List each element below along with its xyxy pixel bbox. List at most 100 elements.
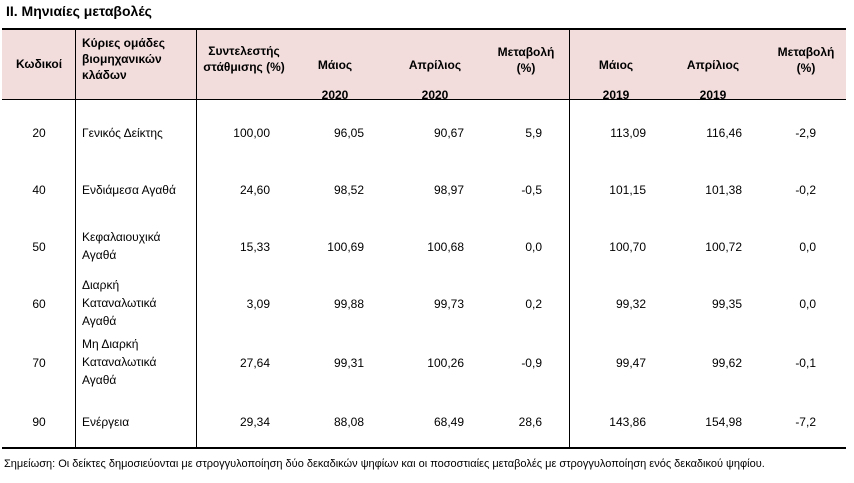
cell-code: 20 xyxy=(32,126,46,140)
column-divider xyxy=(569,29,570,448)
header-code: Κωδικοί xyxy=(15,57,63,71)
cell-apr-2019: 99,35 xyxy=(711,297,742,311)
cell-change-2020: 28,6 xyxy=(518,415,542,429)
cell-apr-2019: 99,62 xyxy=(711,356,742,370)
header-line: Μάιος xyxy=(598,58,634,72)
cell-apr-2020: 90,67 xyxy=(433,126,464,140)
cell-code: 90 xyxy=(32,415,46,429)
cell-code: 40 xyxy=(32,183,46,197)
cell-may-2020: 88,08 xyxy=(333,415,364,429)
header-line: Μάιος xyxy=(317,58,353,72)
header-line: 2020 xyxy=(321,88,349,102)
header-may-2020: Μάιος 2020 xyxy=(303,50,367,110)
cell-apr-2020: 68,49 xyxy=(433,415,464,429)
cell-group-name: Γενικός Δείκτης xyxy=(82,124,194,142)
cell-group-line: Ενέργεια xyxy=(82,415,130,429)
cell-change-2019: -2,9 xyxy=(795,126,816,140)
table-title: ΙΙ. Μηνιαίες μεταβολές xyxy=(6,3,152,19)
header-may-2019: Μάιος 2019 xyxy=(584,50,648,110)
cell-change-2020: -0,9 xyxy=(521,356,542,370)
table-top-rule xyxy=(2,28,846,30)
header-line: 2019 xyxy=(699,88,727,102)
cell-change-2020: 0,2 xyxy=(525,297,542,311)
cell-may-2019: 113,09 xyxy=(610,126,646,140)
cell-group-line: Αγαθά xyxy=(82,248,117,262)
column-divider xyxy=(75,29,76,448)
header-line: Μεταβολή xyxy=(497,45,555,59)
cell-change-2019: -0,2 xyxy=(795,183,816,197)
header-weight: Συντελεστής στάθμισης (%) xyxy=(198,43,290,75)
cell-apr-2020: 99,73 xyxy=(433,297,464,311)
cell-may-2019: 143,86 xyxy=(609,415,646,429)
cell-change-2020: 0,0 xyxy=(525,240,542,254)
table-header-rule xyxy=(2,99,846,100)
cell-code: 70 xyxy=(32,356,46,370)
cell-apr-2019: 101,38 xyxy=(705,183,742,197)
cell-group-line: Γενικός Δείκτης xyxy=(82,126,163,140)
cell-weight: 29,34 xyxy=(239,415,270,429)
cell-may-2020: 100,69 xyxy=(327,240,364,254)
table-header-background xyxy=(2,29,846,99)
cell-change-2020: -0,5 xyxy=(521,183,542,197)
header-line: (%) xyxy=(516,61,536,75)
cell-apr-2020: 98,97 xyxy=(433,183,464,197)
cell-change-2019: -7,2 xyxy=(795,415,816,429)
header-line: (%) xyxy=(796,61,816,75)
header-group-line: βιομηχανικών xyxy=(82,52,162,66)
cell-may-2019: 101,15 xyxy=(609,183,646,197)
header-line: 2020 xyxy=(421,88,449,102)
cell-apr-2020: 100,68 xyxy=(427,240,464,254)
header-line: Απρίλιος xyxy=(408,58,462,72)
header-change-2020: Μεταβολή (%) xyxy=(490,44,562,76)
cell-weight: 24,60 xyxy=(239,183,270,197)
cell-may-2020: 99,88 xyxy=(333,297,364,311)
cell-may-2020: 96,05 xyxy=(333,126,364,140)
cell-weight: 3,09 xyxy=(246,297,270,311)
cell-group-name: Ενδιάμεσα Αγαθά xyxy=(82,181,194,199)
header-weight-line: στάθμισης (%) xyxy=(203,60,285,74)
cell-may-2020: 98,52 xyxy=(333,183,364,197)
header-group-line: κλάδων xyxy=(82,68,127,82)
cell-code: 60 xyxy=(32,297,46,311)
cell-may-2019: 99,32 xyxy=(615,297,646,311)
cell-group-line: Ενδιάμεσα Αγαθά xyxy=(82,183,176,197)
cell-apr-2020: 100,26 xyxy=(427,356,464,370)
header-group: Κύριες ομάδες βιομηχανικών κλάδων xyxy=(82,35,194,83)
cell-group-line: Καταναλωτικά xyxy=(82,296,157,310)
cell-group-line: Αγαθά xyxy=(82,373,117,387)
header-change-2019: Μεταβολή (%) xyxy=(768,44,844,76)
table-bottom-rule xyxy=(2,447,846,449)
cell-weight: 15,33 xyxy=(239,240,270,254)
cell-group-name: Ενέργεια xyxy=(82,413,194,431)
cell-change-2019: 0,0 xyxy=(799,240,816,254)
cell-apr-2019: 154,98 xyxy=(705,415,742,429)
column-divider xyxy=(196,29,197,448)
cell-may-2020: 99,31 xyxy=(333,356,364,370)
cell-group-line: Κεφαλαιουχικά xyxy=(82,230,161,244)
cell-group-name: Μη Διαρκή Καταναλωτικά Αγαθά xyxy=(82,335,194,389)
header-line: Απρίλιος xyxy=(686,58,740,72)
cell-change-2019: -0,1 xyxy=(795,356,816,370)
cell-weight: 27,64 xyxy=(239,356,270,370)
cell-may-2019: 100,70 xyxy=(609,240,646,254)
cell-group-name: Διαρκή Καταναλωτικά Αγαθά xyxy=(82,276,194,330)
cell-apr-2019: 100,72 xyxy=(705,240,742,254)
cell-code: 50 xyxy=(32,240,46,254)
cell-group-line: Μη Διαρκή xyxy=(82,337,139,351)
cell-group-line: Αγαθά xyxy=(82,314,117,328)
cell-weight: 100,00 xyxy=(233,126,270,140)
cell-group-line: Καταναλωτικά xyxy=(82,355,157,369)
header-line: Μεταβολή xyxy=(777,45,835,59)
cell-change-2019: 0,0 xyxy=(799,297,816,311)
cell-apr-2019: 116,46 xyxy=(706,126,742,140)
cell-group-name: Κεφαλαιουχικά Αγαθά xyxy=(82,228,194,264)
header-apr-2019: Απρίλιος 2019 xyxy=(676,50,750,110)
cell-may-2019: 99,47 xyxy=(615,356,646,370)
footnote: Σημείωση: Οι δείκτες δημοσιεύονται με στ… xyxy=(4,458,765,470)
cell-change-2020: 5,9 xyxy=(525,126,542,140)
cell-group-line: Διαρκή xyxy=(82,278,120,292)
header-group-line: Κύριες ομάδες xyxy=(82,36,165,50)
header-line: 2019 xyxy=(602,88,630,102)
header-apr-2020: Απρίλιος 2020 xyxy=(398,50,472,110)
header-weight-line: Συντελεστής xyxy=(208,44,280,58)
